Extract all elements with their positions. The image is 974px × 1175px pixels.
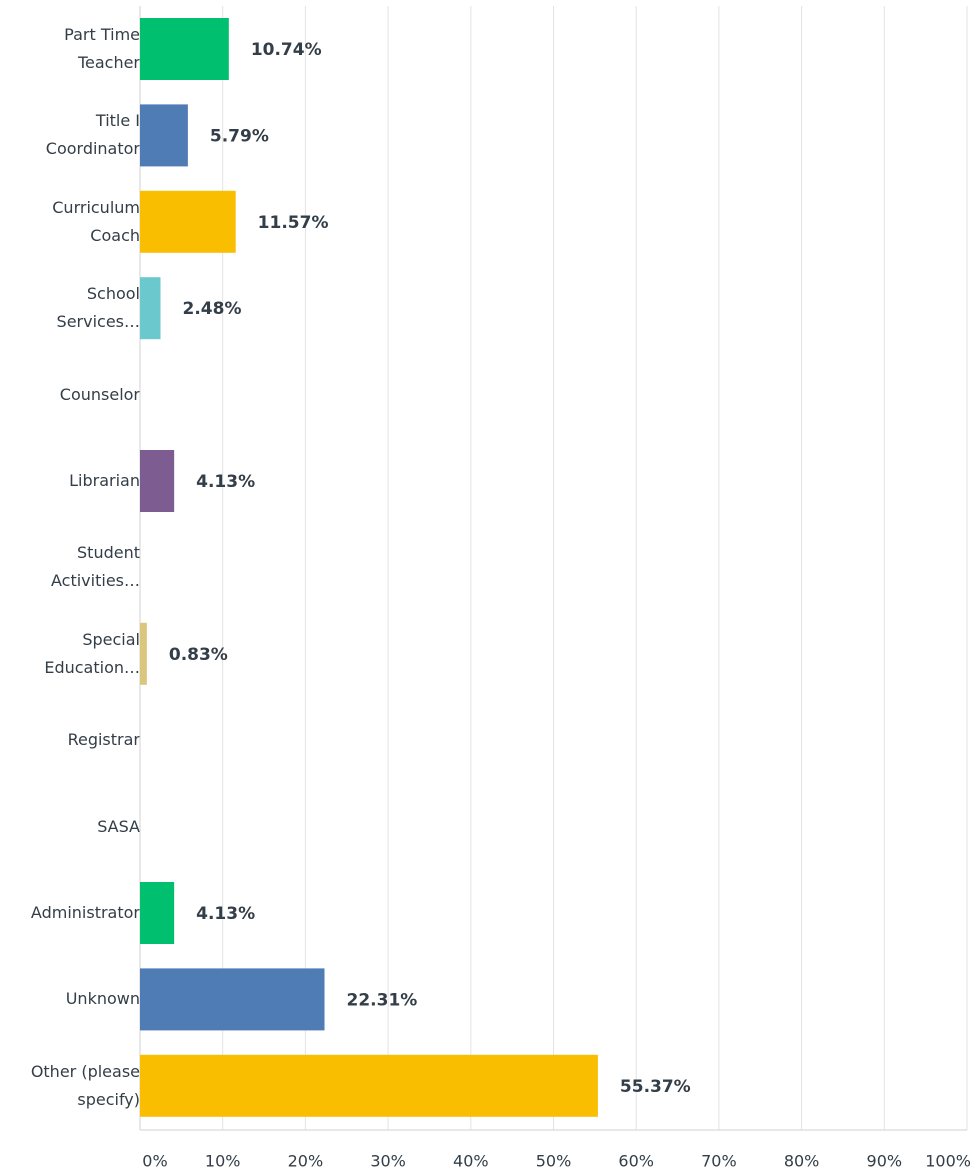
category-label: Administrator [30, 903, 140, 922]
category-label: Part Time Teacher [64, 25, 140, 72]
x-tick-label: 90% [867, 1152, 903, 1171]
category-label: School Services… [56, 284, 140, 332]
bar [140, 450, 175, 512]
bar [140, 882, 175, 944]
value-label: 11.57% [258, 213, 329, 233]
x-tick-label: 100% [925, 1152, 971, 1171]
bar [140, 968, 325, 1031]
x-tick-label: 20% [288, 1152, 324, 1171]
value-label: 22.31% [347, 990, 418, 1010]
value-label: 4.13% [196, 472, 255, 492]
category-label: SASA [97, 816, 140, 836]
x-tick-label: 70% [701, 1152, 737, 1171]
category-label: Registrar [67, 730, 140, 750]
bar [140, 104, 188, 167]
value-label: 2.48% [183, 299, 242, 319]
bar [140, 1054, 598, 1117]
value-label: 4.13% [196, 904, 255, 924]
bar [140, 622, 147, 685]
x-tick-label: 30% [370, 1152, 406, 1171]
value-label: 5.79% [210, 126, 269, 146]
category-label: Unknown [65, 989, 140, 1009]
bar [140, 18, 229, 80]
x-tick-label: 0% [142, 1152, 167, 1171]
category-label: Librarian [69, 471, 140, 490]
value-label: 55.37% [620, 1077, 691, 1097]
x-tick-label: 60% [618, 1152, 654, 1171]
category-label: Title I Coordinator [45, 111, 140, 159]
value-label: 10.74% [251, 40, 322, 60]
x-tick-label: 50% [536, 1152, 572, 1171]
category-label: Other (please specify) [30, 1061, 140, 1109]
bar [140, 277, 161, 340]
category-label: Counselor [59, 384, 140, 404]
bar [140, 190, 236, 253]
value-label: 0.83% [169, 645, 228, 665]
x-tick-label: 40% [453, 1152, 489, 1171]
x-tick-label: 80% [784, 1152, 820, 1171]
category-label: Student Activities… [51, 543, 140, 591]
x-tick-label: 10% [205, 1152, 241, 1171]
category-label: Special Education… [44, 629, 140, 677]
category-label: Curriculum Coach [52, 197, 140, 245]
